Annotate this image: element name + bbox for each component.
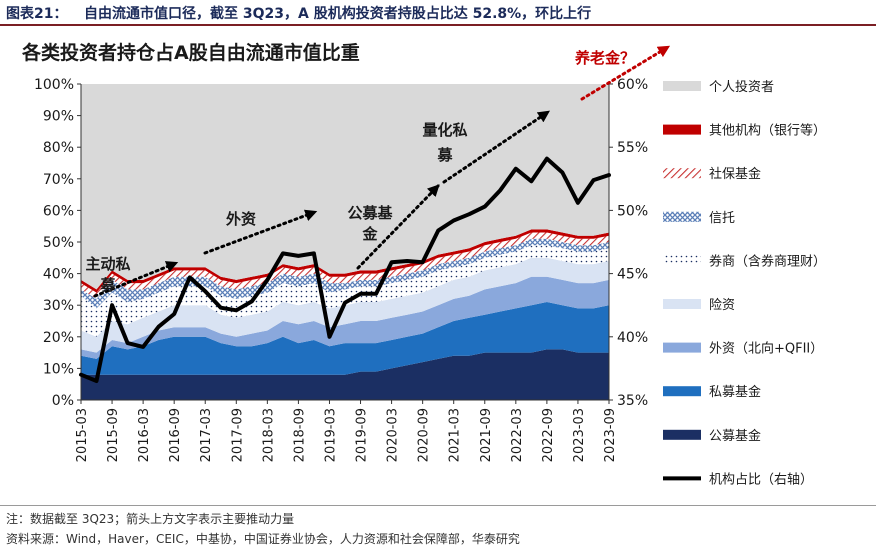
x-tick-label: 2015-09 <box>106 408 121 462</box>
arrow-quant-private-funds <box>442 110 550 184</box>
right-tick-label: 55% <box>617 140 648 156</box>
label-quant-private-funds-1: 量化私 <box>422 121 467 139</box>
x-tick-label: 2021-09 <box>479 408 494 462</box>
right-tick-label: 50% <box>617 203 648 219</box>
footnote: 注：数据截至 3Q23；箭头上方文字表示主要推动力量 <box>6 512 295 526</box>
right-tick-label: 40% <box>617 330 648 346</box>
chart-title: 各类投资者持仓占A股自由流通市值比重 <box>22 42 360 64</box>
x-tick-label: 2018-09 <box>292 408 307 462</box>
source-note: 资料来源：Wind，Haver，CEIC，中基协，中国证券业协会，人力资源和社会… <box>6 532 520 546</box>
label-quant-private-funds-2: 募 <box>436 146 453 164</box>
legend-swatch-6 <box>663 299 701 309</box>
arrow-active-private-funds <box>93 261 179 298</box>
legend-label-4: 信托 <box>709 211 735 226</box>
left-tick-label: 100% <box>34 77 74 93</box>
legend-swatch-7 <box>663 342 701 353</box>
arrow-foreign-capital <box>203 209 318 255</box>
x-tick-label: 2015-03 <box>75 408 90 462</box>
x-tick-label: 2017-09 <box>230 408 245 462</box>
legend-label-7: 外资（北向+QFII） <box>709 341 823 357</box>
figure-title: 自由流通市值口径，截至 3Q23，A 股机构投资者持股占比达 52.8%，环比上… <box>84 6 592 22</box>
area-series-7 <box>81 232 609 299</box>
x-tick-label: 2023-03 <box>572 408 587 462</box>
figure-label: 图表21： <box>6 6 68 22</box>
legend-swatch-4 <box>663 211 701 222</box>
left-tick-label: 10% <box>43 361 74 377</box>
header-rule <box>0 24 876 26</box>
left-tick-label: 50% <box>43 235 74 251</box>
label-active-private-funds-2: 募 <box>99 276 116 294</box>
x-tick-label: 2019-03 <box>323 408 338 462</box>
label-pension-funds: 养老金？ <box>574 49 635 67</box>
legend-label-3: 社保基金 <box>709 166 761 182</box>
legend-swatch-3 <box>663 168 701 179</box>
left-tick-label: 90% <box>43 109 74 125</box>
x-tick-label: 2017-03 <box>199 408 214 462</box>
legend-swatch-8 <box>663 386 701 397</box>
area-series-5 <box>81 245 609 337</box>
legend-swatch-5 <box>663 255 701 266</box>
x-tick-label: 2022-09 <box>541 408 556 462</box>
stacked-area-chart: 0% 10% 20% 30% 40% 50% 60% 70% 80% 90% 100% 35% 40% 4… <box>34 45 826 487</box>
figure-header: 图表21： 自由流通市值口径，截至 3Q23，A 股机构投资者持股占比达 52.… <box>0 0 876 26</box>
arrow-pension-funds <box>580 45 671 101</box>
label-active-private-funds-1: 主动私 <box>85 255 130 273</box>
area-series-3 <box>81 276 609 359</box>
institutional-share-line <box>79 156 611 383</box>
x-tick-label: 2019-09 <box>355 408 370 462</box>
legend-label-line: 机构占比（右轴） <box>709 472 813 487</box>
x-tick-label: 2021-03 <box>448 408 463 462</box>
left-tick-label: 20% <box>43 330 74 346</box>
right-tick-label: 45% <box>617 267 648 283</box>
footer-rule <box>0 505 876 506</box>
x-tick-label: 2018-03 <box>261 408 276 462</box>
x-tick-label: 2022-03 <box>510 408 525 462</box>
label-foreign-capital: 外资 <box>225 210 256 228</box>
legend-label-5: 券商（含券商理财） <box>709 253 826 269</box>
x-tick-label: 2020-09 <box>417 408 432 462</box>
legend-label-2: 其他机构（银行等） <box>709 123 826 139</box>
left-tick-label: 0% <box>52 393 74 409</box>
left-tick-label: 60% <box>43 203 74 219</box>
arrow-mutual-funds <box>356 184 440 270</box>
legend-label-8: 私募基金 <box>709 384 761 400</box>
area-series-2 <box>81 302 609 375</box>
area-series-8 <box>81 229 609 293</box>
right-tick-label: 60% <box>617 77 648 93</box>
left-tick-label: 70% <box>43 172 74 188</box>
left-tick-label: 30% <box>43 298 74 314</box>
x-tick-label: 2020-03 <box>386 408 401 462</box>
right-tick-label: 35% <box>617 393 648 409</box>
area-series-9 <box>81 84 609 290</box>
legend-swatch-1 <box>663 81 701 91</box>
x-tick-label: 2023-09 <box>603 408 618 462</box>
label-mutual-funds-2: 金 <box>361 225 378 243</box>
left-tick-label: 40% <box>43 267 74 283</box>
x-tick-label: 2016-09 <box>168 408 183 462</box>
legend-label-9: 公募基金 <box>709 428 761 444</box>
legend-swatch-2 <box>663 124 701 135</box>
legend-label-1: 个人投资者 <box>709 79 774 95</box>
legend-swatch-9 <box>663 429 701 440</box>
label-mutual-funds-1: 公募基 <box>347 204 393 222</box>
area-series-6 <box>81 238 609 309</box>
legend-label-6: 险资 <box>709 298 735 313</box>
left-tick-label: 80% <box>43 140 74 156</box>
x-tick-label: 2016-03 <box>137 408 152 462</box>
